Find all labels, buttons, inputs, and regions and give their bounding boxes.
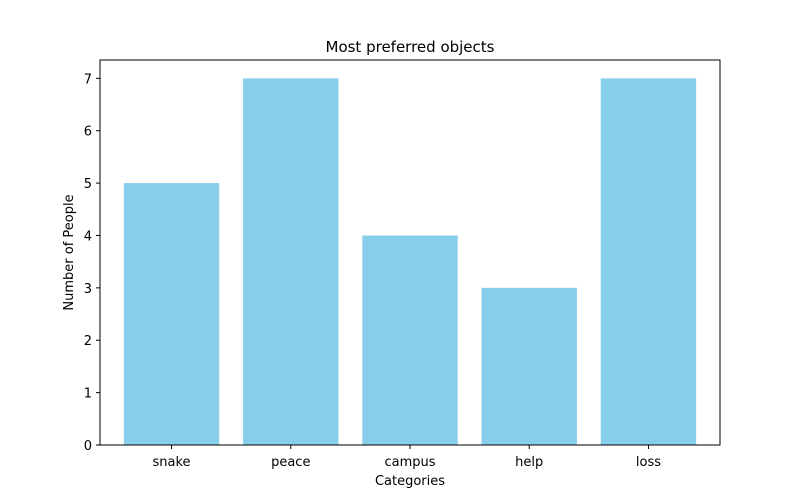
y-tick-label: 2	[84, 334, 92, 349]
x-tick-label: campus	[384, 455, 435, 470]
x-axis-ticks: snake peace campus help loss	[153, 445, 661, 470]
y-tick-label: 7	[84, 72, 92, 87]
bar-loss	[600, 78, 697, 445]
y-tick-label: 1	[84, 387, 92, 402]
y-tick-label: 5	[84, 177, 92, 192]
y-axis-ticks: 0 1 2 3 4 5 6 7	[84, 72, 100, 454]
x-tick-label: snake	[153, 455, 191, 470]
bar-help	[481, 287, 577, 445]
chart-title: Most preferred objects	[326, 38, 495, 56]
bar-snake	[123, 183, 220, 445]
x-tick-label: help	[515, 455, 543, 470]
bar-campus	[362, 235, 458, 445]
y-tick-label: 4	[84, 229, 92, 244]
bars-group	[123, 78, 697, 445]
bar-peace	[243, 78, 339, 445]
plot-area: 0 1 2 3 4 5 6 7 snake peace campus help loss	[84, 59, 721, 470]
x-tick-label: loss	[636, 455, 661, 470]
y-tick-label: 3	[84, 282, 92, 297]
y-tick-label: 0	[84, 439, 92, 454]
x-tick-label: peace	[271, 455, 310, 470]
x-axis-label: Categories	[375, 474, 445, 489]
y-tick-label: 6	[84, 125, 92, 140]
y-axis-label: Number of People	[62, 194, 77, 310]
